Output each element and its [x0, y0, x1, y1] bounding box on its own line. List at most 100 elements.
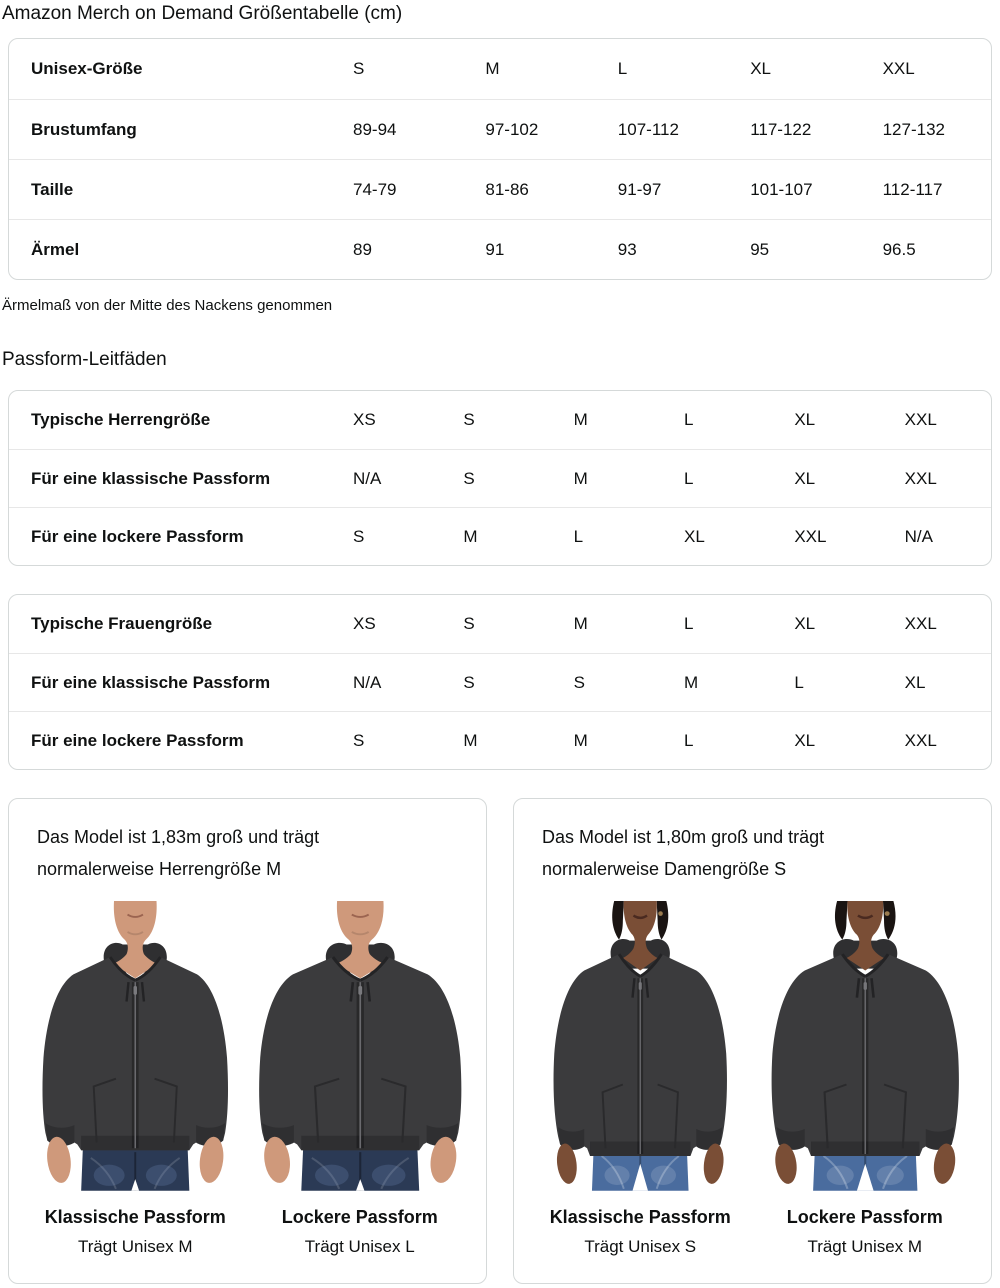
size-value: N/A [353, 672, 382, 692]
table-row: Für eine klassische Passform N/A S M L X… [9, 449, 991, 507]
size-value: 93 [617, 239, 637, 259]
sleeve-measurement-note: Ärmelmaß von der Mitte des Nackens genom… [2, 297, 333, 314]
size-value: M [573, 468, 588, 488]
fit-name: Lockere Passform [281, 1206, 438, 1227]
table-row: Für eine lockere Passform S M L XL XXL N… [9, 507, 991, 565]
figure-caption: Lockere Passform Trägt Unisex M [759, 1207, 972, 1257]
size-value: XS [353, 614, 376, 633]
size-value: N/A [353, 468, 382, 488]
size-value: N/A [904, 526, 933, 546]
table-row: Für eine lockere Passform S M M L XL XXL [9, 711, 991, 769]
size-value: XL [794, 730, 816, 750]
row-label: Ärmel [31, 239, 80, 259]
figure-caption: Klassische Passform Trägt Unisex S [534, 1207, 747, 1257]
model-description: Das Model ist 1,80m groß und trägt norma… [542, 827, 825, 879]
table-row: Brustumfang 89-94 97-102 107-112 117-122… [9, 99, 991, 159]
row-label: Für eine klassische Passform [31, 468, 271, 488]
page-title: Amazon Merch on Demand Größentabelle (cm… [2, 3, 403, 24]
size-value: 112-117 [882, 179, 943, 199]
row-label: Unisex-Größe [31, 59, 143, 78]
size-value: S [353, 526, 365, 546]
size-value: L [794, 672, 804, 692]
size-value: XXL [794, 526, 827, 546]
row-label: Für eine klassische Passform [31, 672, 271, 692]
size-value: M [573, 410, 588, 429]
male-model-loose-fit-photo [253, 901, 466, 1191]
fit-figure: Lockere Passform Trägt Unisex L [253, 901, 467, 1257]
size-value: 96.5 [882, 239, 916, 259]
size-value: XXL [882, 59, 915, 78]
table-row: Für eine klassische Passform N/A S S M L… [9, 653, 991, 711]
size-value: 117-122 [750, 119, 812, 139]
fit-name: Lockere Passform [786, 1206, 943, 1227]
unisex-size-table: Unisex-Größe S M L XL XXL Brustumfang 89… [8, 38, 992, 280]
figure-caption: Lockere Passform Trägt Unisex L [254, 1207, 467, 1257]
worn-size: Trägt Unisex S [584, 1236, 697, 1256]
size-value: 91 [485, 239, 505, 259]
size-value: S [353, 730, 365, 750]
table-row: Typische Herrengröße XS S M L XL XXL [9, 391, 991, 449]
size-value: 127-132 [882, 119, 945, 139]
female-model-loose-fit-photo [758, 901, 971, 1191]
mens-model-card: Das Model ist 1,83m groß und trägt norma… [8, 798, 487, 1284]
size-value: XL [794, 614, 816, 633]
size-value: S [353, 59, 365, 78]
figure-caption: Klassische Passform Trägt Unisex M [29, 1207, 242, 1257]
size-value: XS [353, 410, 376, 429]
size-value: XL [794, 410, 816, 429]
figures-row: Klassische Passform Trägt Unisex M Locke… [29, 901, 466, 1257]
size-value: L [684, 730, 694, 750]
size-value: M [463, 526, 478, 546]
size-value: XL [684, 526, 705, 546]
womens-fit-table: Typische Frauengröße XS S M L XL XXL Für… [8, 594, 992, 770]
size-value: L [684, 614, 694, 633]
womens-model-card: Das Model ist 1,80m groß und trägt norma… [513, 798, 992, 1284]
fit-figure: Klassische Passform Trägt Unisex M [29, 901, 242, 1257]
table-row: Ärmel 89 91 93 95 96.5 [9, 219, 991, 279]
size-value: M [463, 730, 478, 750]
size-value: S [463, 468, 475, 488]
size-value: M [573, 730, 588, 750]
fit-name: Klassische Passform [44, 1206, 226, 1227]
fit-figure: Klassische Passform Trägt Unisex S [534, 901, 747, 1257]
size-value: XL [794, 468, 816, 488]
size-value: S [573, 672, 585, 692]
row-label: Typische Herrengröße [31, 410, 211, 429]
size-value: M [573, 614, 588, 633]
size-value: XL [904, 672, 926, 692]
size-value: 101-107 [750, 179, 813, 199]
size-value: 89 [353, 239, 372, 259]
table-row: Typische Frauengröße XS S M L XL XXL [9, 595, 991, 653]
fit-name: Klassische Passform [549, 1206, 731, 1227]
row-label: Für eine lockere Passform [31, 526, 244, 546]
row-label: Für eine lockere Passform [31, 730, 244, 750]
size-value: 97-102 [485, 119, 539, 139]
size-value: 81-86 [485, 179, 529, 199]
figures-row: Klassische Passform Trägt Unisex S Locke… [534, 901, 971, 1257]
size-value: S [463, 672, 475, 692]
size-value: 107-112 [617, 119, 679, 139]
model-description: Das Model ist 1,83m groß und trägt norma… [37, 827, 320, 879]
mens-fit-table: Typische Herrengröße XS S M L XL XXL Für… [8, 390, 992, 566]
table-row: Taille 74-79 81-86 91-97 101-107 112-117 [9, 159, 991, 219]
size-value: 89-94 [353, 119, 397, 139]
size-value: XXL [904, 468, 937, 488]
row-label: Typische Frauengröße [31, 614, 213, 633]
worn-size: Trägt Unisex M [807, 1236, 923, 1256]
row-label: Taille [31, 179, 74, 199]
size-value: XL [750, 59, 771, 78]
size-value: XXL [904, 410, 937, 429]
size-value: XXL [904, 614, 937, 633]
size-value: L [573, 526, 584, 546]
size-value: M [684, 672, 699, 692]
size-value: XXL [904, 730, 937, 750]
table-row: Unisex-Größe S M L XL XXL [9, 39, 991, 99]
size-value: S [463, 410, 475, 429]
size-value: 95 [750, 239, 770, 259]
size-value: L [684, 468, 694, 488]
male-model-classic-fit-photo [29, 901, 242, 1191]
row-label: Brustumfang [31, 119, 137, 139]
size-value: L [684, 410, 694, 429]
fit-guides-heading: Passform-Leitfäden [2, 349, 167, 370]
